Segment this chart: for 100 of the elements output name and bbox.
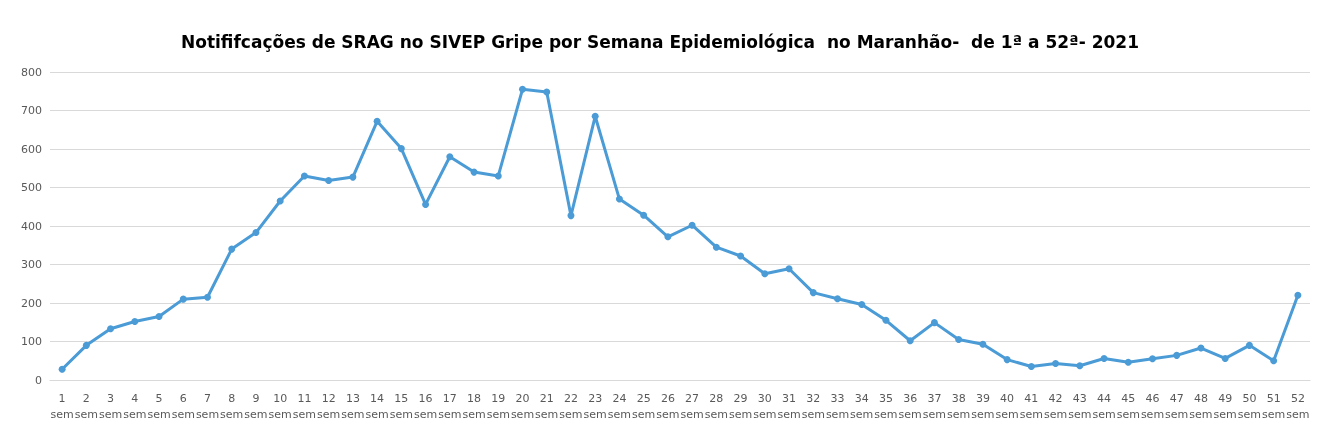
point — [1221, 354, 1229, 362]
x-tick-label: 11 sem — [292, 391, 317, 421]
x-tick-label: 6 sem — [171, 391, 195, 421]
x-tick-label: 29 sem — [728, 391, 753, 421]
point — [834, 295, 841, 303]
x-tick-label: 22 sem — [559, 391, 583, 421]
x-tick-label: 17 sem — [438, 391, 462, 421]
point — [1076, 362, 1084, 370]
point — [446, 153, 454, 161]
point — [179, 295, 187, 303]
point — [1245, 341, 1253, 349]
y-tick-label: 200 — [21, 296, 42, 310]
x-tick-label: 44 sem — [1092, 391, 1116, 421]
point — [543, 88, 551, 96]
x-tick-label: 1 sem — [50, 391, 74, 421]
x-tick-label: 10 sem — [268, 391, 292, 421]
point — [228, 245, 236, 253]
point — [131, 317, 139, 325]
x-tick-label: 33 sem — [825, 391, 850, 421]
point — [664, 233, 672, 241]
x-tick-label: 20 sem — [510, 391, 535, 421]
point — [955, 336, 963, 344]
point — [373, 117, 381, 125]
x-tick-label: 18 sem — [462, 391, 486, 421]
x-tick-label: 32 sem — [801, 391, 825, 421]
point — [1027, 363, 1035, 371]
x-tick-label: 2 sem — [74, 391, 98, 421]
point — [809, 289, 817, 297]
x-tick-label: 28 sem — [704, 391, 728, 421]
point — [276, 197, 284, 205]
x-tick-label: 25 sem — [632, 391, 656, 421]
x-tick-label: 3 sem — [98, 391, 123, 421]
point — [397, 145, 405, 153]
x-tick-label: 27 sem — [680, 391, 704, 421]
point — [688, 221, 696, 229]
x-tick-label: 14 sem — [365, 391, 389, 421]
point — [1294, 291, 1302, 299]
point — [1270, 357, 1278, 365]
y-tick-label: 100 — [21, 335, 42, 348]
x-tick-label: 49 sem — [1213, 391, 1237, 421]
x-tick-label: 43 sem — [1068, 391, 1092, 421]
x-tick-label: 19 sem — [486, 391, 510, 421]
x-tick-label: 26 sem — [656, 391, 680, 421]
point — [107, 325, 115, 333]
x-tick-label: 31 sem — [777, 391, 801, 421]
point — [1003, 356, 1011, 364]
x-tick-label: 51 sem — [1262, 391, 1286, 421]
point — [82, 341, 90, 349]
point — [615, 195, 623, 203]
point — [567, 212, 575, 220]
x-tick-label: 30 sem — [753, 391, 777, 421]
x-tick-label: 52 sem — [1286, 391, 1310, 421]
point — [591, 112, 599, 120]
x-tick-label: 7 sem — [195, 391, 220, 421]
x-tick-label: 23 sem — [583, 391, 607, 421]
point — [979, 340, 987, 348]
point — [494, 172, 502, 180]
x-tick-label: 8 sem — [220, 391, 244, 421]
y-tick-label: 500 — [21, 181, 42, 194]
point — [930, 319, 938, 327]
x-tick-label: 45 sem — [1116, 391, 1140, 421]
x-tick-label: 37 sem — [922, 391, 947, 421]
y-tick-label: 700 — [21, 104, 42, 117]
point — [882, 316, 890, 324]
point — [785, 265, 793, 273]
x-tick-label: 50 sem — [1237, 391, 1262, 421]
y-tick-label: 800 — [21, 65, 42, 79]
point — [737, 252, 745, 260]
x-tick-label: 34 sem — [850, 391, 874, 421]
x-tick-label: 41 sem — [1019, 391, 1043, 421]
point — [640, 211, 648, 219]
x-tick-label: 38 sem — [947, 391, 971, 421]
x-tick-label: 4 sem — [123, 391, 147, 421]
x-tick-label: 40 sem — [995, 391, 1019, 421]
x-tick-label: 16 sem — [413, 391, 438, 421]
point — [1100, 354, 1108, 362]
x-tick-label: 15 sem — [389, 391, 413, 421]
y-tick-label: 400 — [21, 219, 42, 233]
x-tick-label: 12 sem — [317, 391, 341, 421]
y-tick-label: 300 — [21, 258, 42, 271]
point — [761, 270, 769, 278]
y-tick-label: 600 — [21, 142, 42, 156]
x-tick-label: 35 sem — [874, 391, 898, 421]
x-tick-label: 36 sem — [898, 391, 922, 421]
point — [300, 172, 308, 180]
x-tick-label: 47 sem — [1165, 391, 1189, 421]
x-tick-label: 24 sem — [607, 391, 632, 421]
point — [1149, 355, 1156, 363]
y-tick-label: 0 — [35, 373, 42, 387]
point — [712, 243, 720, 251]
point — [155, 312, 163, 320]
point — [1124, 358, 1132, 366]
x-tick-label: 9 sem — [244, 391, 268, 421]
point — [1173, 351, 1181, 359]
x-tick-label: 21 sem — [535, 391, 559, 421]
x-tick-label: 42 sem — [1043, 391, 1068, 421]
point — [252, 229, 260, 237]
point — [1052, 359, 1060, 367]
point — [349, 173, 357, 181]
chart-title: Notififcações de SRAG no SIVEP Gripe por Semana Epidemiológica no Maranhão- de 1ª a 52ª- 2021 — [181, 31, 1139, 52]
